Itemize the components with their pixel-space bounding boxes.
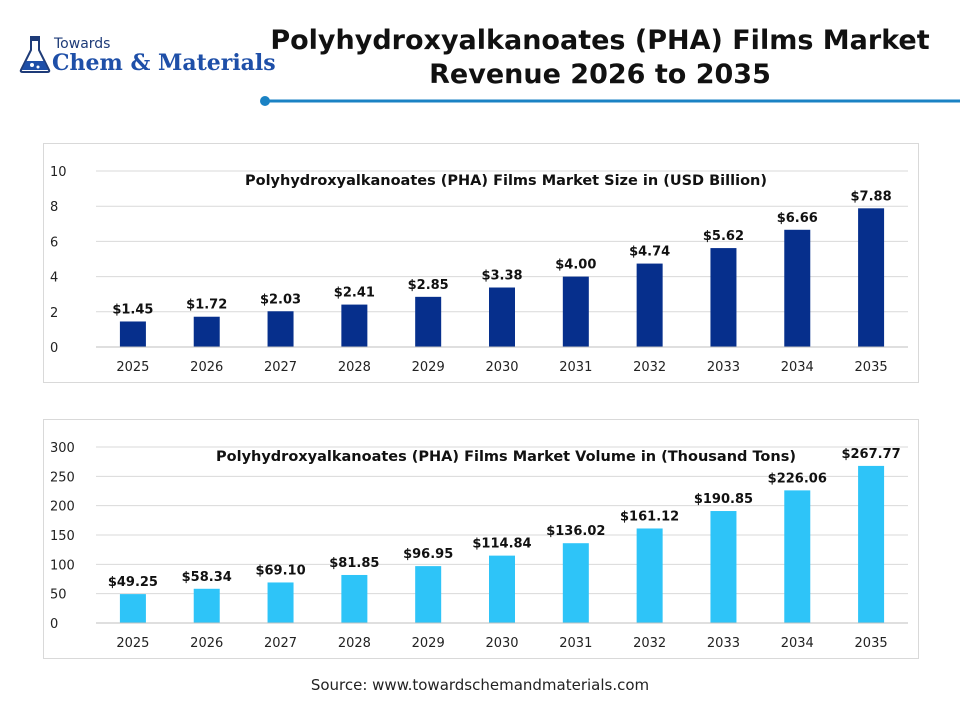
bar-2032 — [636, 263, 663, 347]
x-tick-label: 2033 — [707, 360, 740, 375]
data-label: $7.88 — [851, 189, 892, 204]
data-label: $49.25 — [108, 575, 158, 590]
bar-2033 — [710, 511, 737, 623]
x-tick-label: 2025 — [116, 636, 149, 651]
x-tick-label: 2032 — [633, 360, 666, 375]
x-tick-label: 2031 — [559, 360, 592, 375]
data-label: $58.34 — [182, 570, 232, 585]
bar-2035 — [858, 465, 885, 623]
data-label: $4.74 — [629, 245, 670, 260]
y-tick-label: 10 — [50, 165, 67, 180]
chart-title: Polyhydroxyalkanoates (PHA) Films Market… — [245, 173, 767, 189]
y-tick-label: 250 — [50, 470, 75, 485]
bar-2025 — [119, 594, 146, 623]
bar-2031 — [562, 543, 589, 623]
x-tick-label: 2035 — [855, 360, 888, 375]
market-size-chart-panel: 0 2 4 6 8 10 Polyhydroxyalkanoates (PHA) Films… — [43, 143, 919, 383]
source-text: Source: www.towardschemandmaterials.com — [310, 676, 650, 694]
x-tick-label: 2033 — [707, 636, 740, 651]
market-size-chart: 0 2 4 6 8 10 Polyhydroxyalkanoates (PHA) Films… — [50, 165, 908, 375]
data-label: $1.72 — [186, 298, 227, 313]
bar-2032 — [636, 528, 663, 623]
bar-2030 — [489, 287, 515, 347]
brand-large-text: Chem & Materials — [52, 50, 276, 76]
y-tick-label: 50 — [50, 588, 67, 603]
bar-2026 — [193, 588, 220, 623]
data-label: $190.85 — [694, 492, 753, 507]
x-tick-label: 2027 — [264, 360, 297, 375]
data-label: $5.62 — [703, 229, 744, 244]
x-tick-label: 2032 — [633, 636, 666, 651]
x-tick-label: 2028 — [338, 360, 371, 375]
x-tick-label: 2030 — [485, 636, 518, 651]
data-label: $161.12 — [620, 509, 679, 524]
data-label: $2.41 — [334, 286, 375, 301]
x-tick-label: 2030 — [485, 360, 518, 375]
data-label: $96.95 — [403, 547, 453, 562]
data-label: $81.85 — [329, 556, 379, 571]
data-label: $4.00 — [555, 258, 596, 273]
y-tick-label: 0 — [50, 617, 58, 632]
bar-2027 — [267, 582, 294, 623]
chart-title: Polyhydroxyalkanoates (PHA) Films Market… — [216, 449, 796, 465]
bar-2029 — [415, 566, 442, 623]
bar-2026 — [193, 316, 220, 347]
data-label: $6.66 — [777, 211, 818, 226]
title-underline — [260, 96, 960, 106]
x-tick-label: 2035 — [855, 636, 888, 651]
data-label: $2.03 — [260, 292, 301, 307]
x-tick-label: 2027 — [264, 636, 297, 651]
market-volume-chart: 0 50 100 150 200 250 300 Polyhydroxyalkanoates … — [50, 441, 908, 651]
bar-2027 — [267, 311, 294, 347]
title-line-2: Revenue 2026 to 2035 — [429, 59, 771, 90]
bar-2025 — [119, 321, 146, 347]
x-tick-label: 2028 — [338, 636, 371, 651]
bar-2035 — [858, 208, 885, 347]
x-tick-label: 2031 — [559, 636, 592, 651]
data-label: $267.77 — [841, 447, 900, 462]
page-title: Polyhydroxyalkanoates (PHA) Films Market… — [270, 24, 930, 92]
data-label: $226.06 — [768, 471, 827, 486]
data-label: $2.85 — [408, 278, 449, 293]
x-tick-label: 2026 — [190, 360, 223, 375]
x-tick-label: 2029 — [412, 636, 445, 651]
y-tick-label: 150 — [50, 529, 75, 544]
y-tick-label: 8 — [50, 200, 58, 215]
bar-2029 — [415, 296, 442, 347]
bar-2028 — [341, 304, 368, 347]
bar-2028 — [341, 574, 368, 623]
bar-2033 — [710, 248, 737, 347]
data-label: $114.84 — [472, 537, 531, 552]
bar-2034 — [784, 490, 811, 623]
x-tick-label: 2029 — [412, 360, 445, 375]
brand-logo: Towards Chem & Materials — [18, 28, 276, 88]
data-label: $1.45 — [112, 302, 153, 317]
data-label: $136.02 — [546, 524, 605, 539]
brand-small-text: Towards — [54, 36, 111, 52]
y-tick-label: 300 — [50, 441, 75, 456]
bar-2030 — [489, 555, 515, 623]
market-volume-chart-panel: 0 50 100 150 200 250 300 Polyhydroxyalkanoates … — [43, 419, 919, 659]
bar-2031 — [562, 276, 589, 347]
x-tick-label: 2025 — [116, 360, 149, 375]
x-tick-label: 2026 — [190, 636, 223, 651]
data-label: $69.10 — [255, 563, 305, 578]
y-tick-label: 200 — [50, 500, 75, 515]
y-tick-label: 100 — [50, 558, 75, 573]
bar-2034 — [784, 229, 811, 347]
x-tick-label: 2034 — [781, 636, 814, 651]
y-tick-label: 4 — [50, 271, 58, 286]
data-label: $3.38 — [481, 269, 522, 284]
x-tick-label: 2034 — [781, 360, 814, 375]
title-line-1: Polyhydroxyalkanoates (PHA) Films Market — [270, 25, 930, 56]
flask-icon — [19, 36, 51, 73]
y-tick-label: 0 — [50, 341, 58, 356]
y-tick-label: 6 — [50, 235, 58, 250]
y-tick-label: 2 — [50, 306, 58, 321]
